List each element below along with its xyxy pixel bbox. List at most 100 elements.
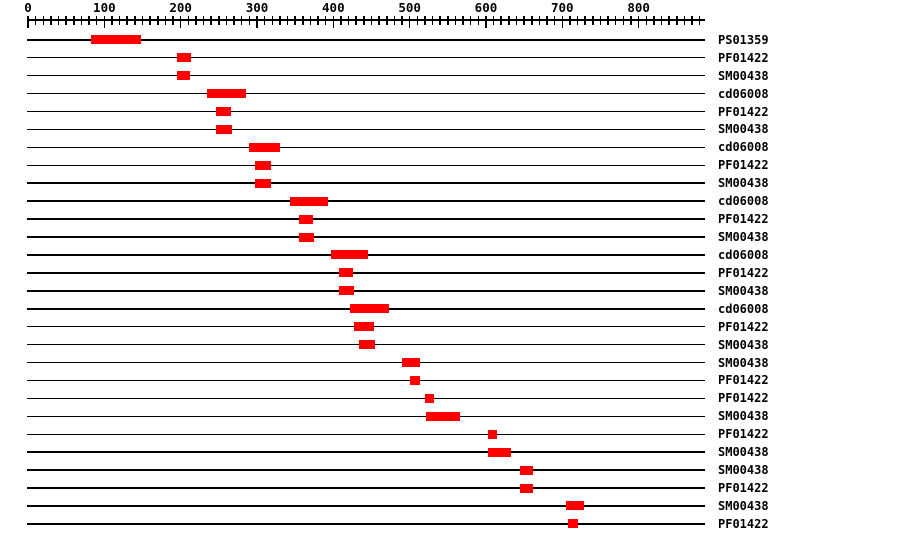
ruler-minor-tick (691, 15, 693, 25)
ruler-tick-label: 600 (474, 0, 498, 15)
ruler-minor-tick (523, 15, 525, 25)
domain-hit-block[interactable] (255, 178, 272, 188)
ruler-minor-tick (363, 15, 365, 25)
domain-label[interactable]: PF01422 (718, 265, 769, 280)
ruler-minor-tick (393, 15, 396, 25)
domain-hit-block[interactable] (425, 411, 461, 421)
domain-label[interactable]: SM00438 (718, 409, 769, 424)
domain-hit-block[interactable] (519, 465, 534, 475)
ruler-minor-tick (676, 15, 678, 25)
ruler-minor-tick (302, 15, 304, 25)
sequence-line (27, 164, 705, 167)
domain-label[interactable]: SM00438 (718, 498, 769, 513)
ruler-tick-label: 400 (322, 0, 345, 15)
domain-hit-block[interactable] (487, 447, 512, 457)
domain-label[interactable]: PF01422 (718, 373, 769, 388)
domain-hit-block[interactable] (215, 107, 232, 117)
domain-label[interactable]: SM00438 (718, 355, 769, 370)
domain-hit-block[interactable] (566, 501, 584, 511)
domain-hit-block[interactable] (90, 35, 141, 45)
domain-label[interactable]: SM00438 (718, 68, 769, 83)
ruler-minor-tick (126, 15, 128, 25)
ruler-minor-tick (424, 15, 426, 25)
ruler-minor-tick (469, 15, 472, 25)
domain-label[interactable]: cd06008 (718, 86, 769, 101)
domain-label[interactable]: SM00438 (718, 283, 769, 298)
domain-label[interactable]: PF01422 (718, 319, 769, 334)
ruler-minor-tick (378, 15, 380, 25)
ruler-minor-tick (279, 15, 281, 25)
domain-hit-block[interactable] (176, 71, 190, 81)
domain-label[interactable]: SM00438 (718, 337, 769, 352)
sequence-line (27, 110, 705, 113)
sequence-line (27, 236, 705, 238)
domain-hit-block[interactable] (350, 304, 390, 314)
sequence-line (27, 182, 705, 184)
domain-hit-block[interactable] (176, 53, 191, 63)
domain-hit-block[interactable] (255, 160, 271, 170)
domain-label[interactable]: PF01422 (718, 50, 769, 65)
ruler-minor-tick (439, 15, 441, 25)
domain-label[interactable]: cd06008 (718, 301, 769, 316)
domain-hit-block[interactable] (353, 322, 374, 332)
domain-label[interactable]: PF01422 (718, 212, 769, 227)
domain-label[interactable]: PF01422 (718, 104, 769, 119)
ruler-minor-tick (592, 15, 594, 25)
sequence-line (27, 361, 705, 364)
sequence-line (27, 74, 705, 77)
domain-hit-block[interactable] (331, 250, 368, 260)
ruler-major-tick (103, 15, 106, 28)
ruler-tick-label: 700 (551, 0, 574, 15)
ruler-minor-tick (271, 15, 273, 25)
domain-hit-block[interactable] (359, 340, 375, 350)
domain-hit-block[interactable] (338, 268, 354, 278)
sequence-line (27, 272, 705, 274)
domain-hit-block[interactable] (487, 429, 497, 439)
sequence-line (27, 290, 705, 292)
domain-label[interactable]: cd06008 (718, 194, 769, 209)
domain-label[interactable]: SM00438 (718, 463, 769, 478)
sequence-line (27, 397, 705, 400)
ruler-minor-tick (477, 15, 480, 25)
domain-hit-block[interactable] (519, 483, 533, 493)
domain-label[interactable]: PF01422 (718, 516, 769, 531)
ruler-minor-tick (355, 15, 357, 25)
ruler-minor-tick (454, 15, 457, 25)
ruler-minor-tick (668, 15, 670, 25)
domain-label[interactable]: SM00438 (718, 230, 769, 245)
ruler-minor-tick (584, 15, 586, 25)
domain-hit-block[interactable] (410, 375, 420, 385)
ruler-minor-tick (576, 15, 579, 25)
sequence-line (27, 128, 705, 131)
domain-hit-block[interactable] (568, 519, 578, 529)
domain-hit-block[interactable] (424, 393, 435, 403)
sequence-line (27, 39, 705, 41)
domain-label[interactable]: PF01422 (718, 481, 769, 496)
domain-label[interactable]: SM00438 (718, 122, 769, 137)
ruler-minor-tick (531, 15, 533, 25)
domain-label[interactable]: cd06008 (718, 247, 769, 262)
domain-label[interactable]: cd06008 (718, 140, 769, 155)
sequence-line (27, 451, 705, 453)
ruler-minor-tick (447, 15, 449, 25)
ruler-minor-tick (698, 15, 701, 25)
domain-label[interactable]: PF01422 (718, 427, 769, 442)
ruler-minor-tick (500, 15, 502, 25)
domain-hit-block[interactable] (338, 286, 354, 296)
domain-hit-block[interactable] (215, 124, 232, 134)
domain-hit-block[interactable] (298, 214, 313, 224)
domain-label[interactable]: PS01359 (718, 32, 769, 47)
domain-label[interactable]: SM00438 (718, 445, 769, 460)
domain-hit-block[interactable] (248, 142, 280, 152)
domain-label[interactable]: PF01422 (718, 158, 769, 173)
ruler-minor-tick (218, 15, 220, 25)
ruler-minor-tick (172, 15, 174, 25)
domain-label[interactable]: SM00438 (718, 176, 769, 191)
domain-hit-block[interactable] (402, 358, 420, 368)
sequence-line (27, 505, 705, 507)
domain-hit-block[interactable] (298, 232, 315, 242)
domain-hit-block[interactable] (289, 196, 328, 206)
domain-hit-block[interactable] (207, 89, 246, 99)
domain-label[interactable]: PF01422 (718, 391, 769, 406)
ruler-minor-tick (248, 15, 251, 25)
